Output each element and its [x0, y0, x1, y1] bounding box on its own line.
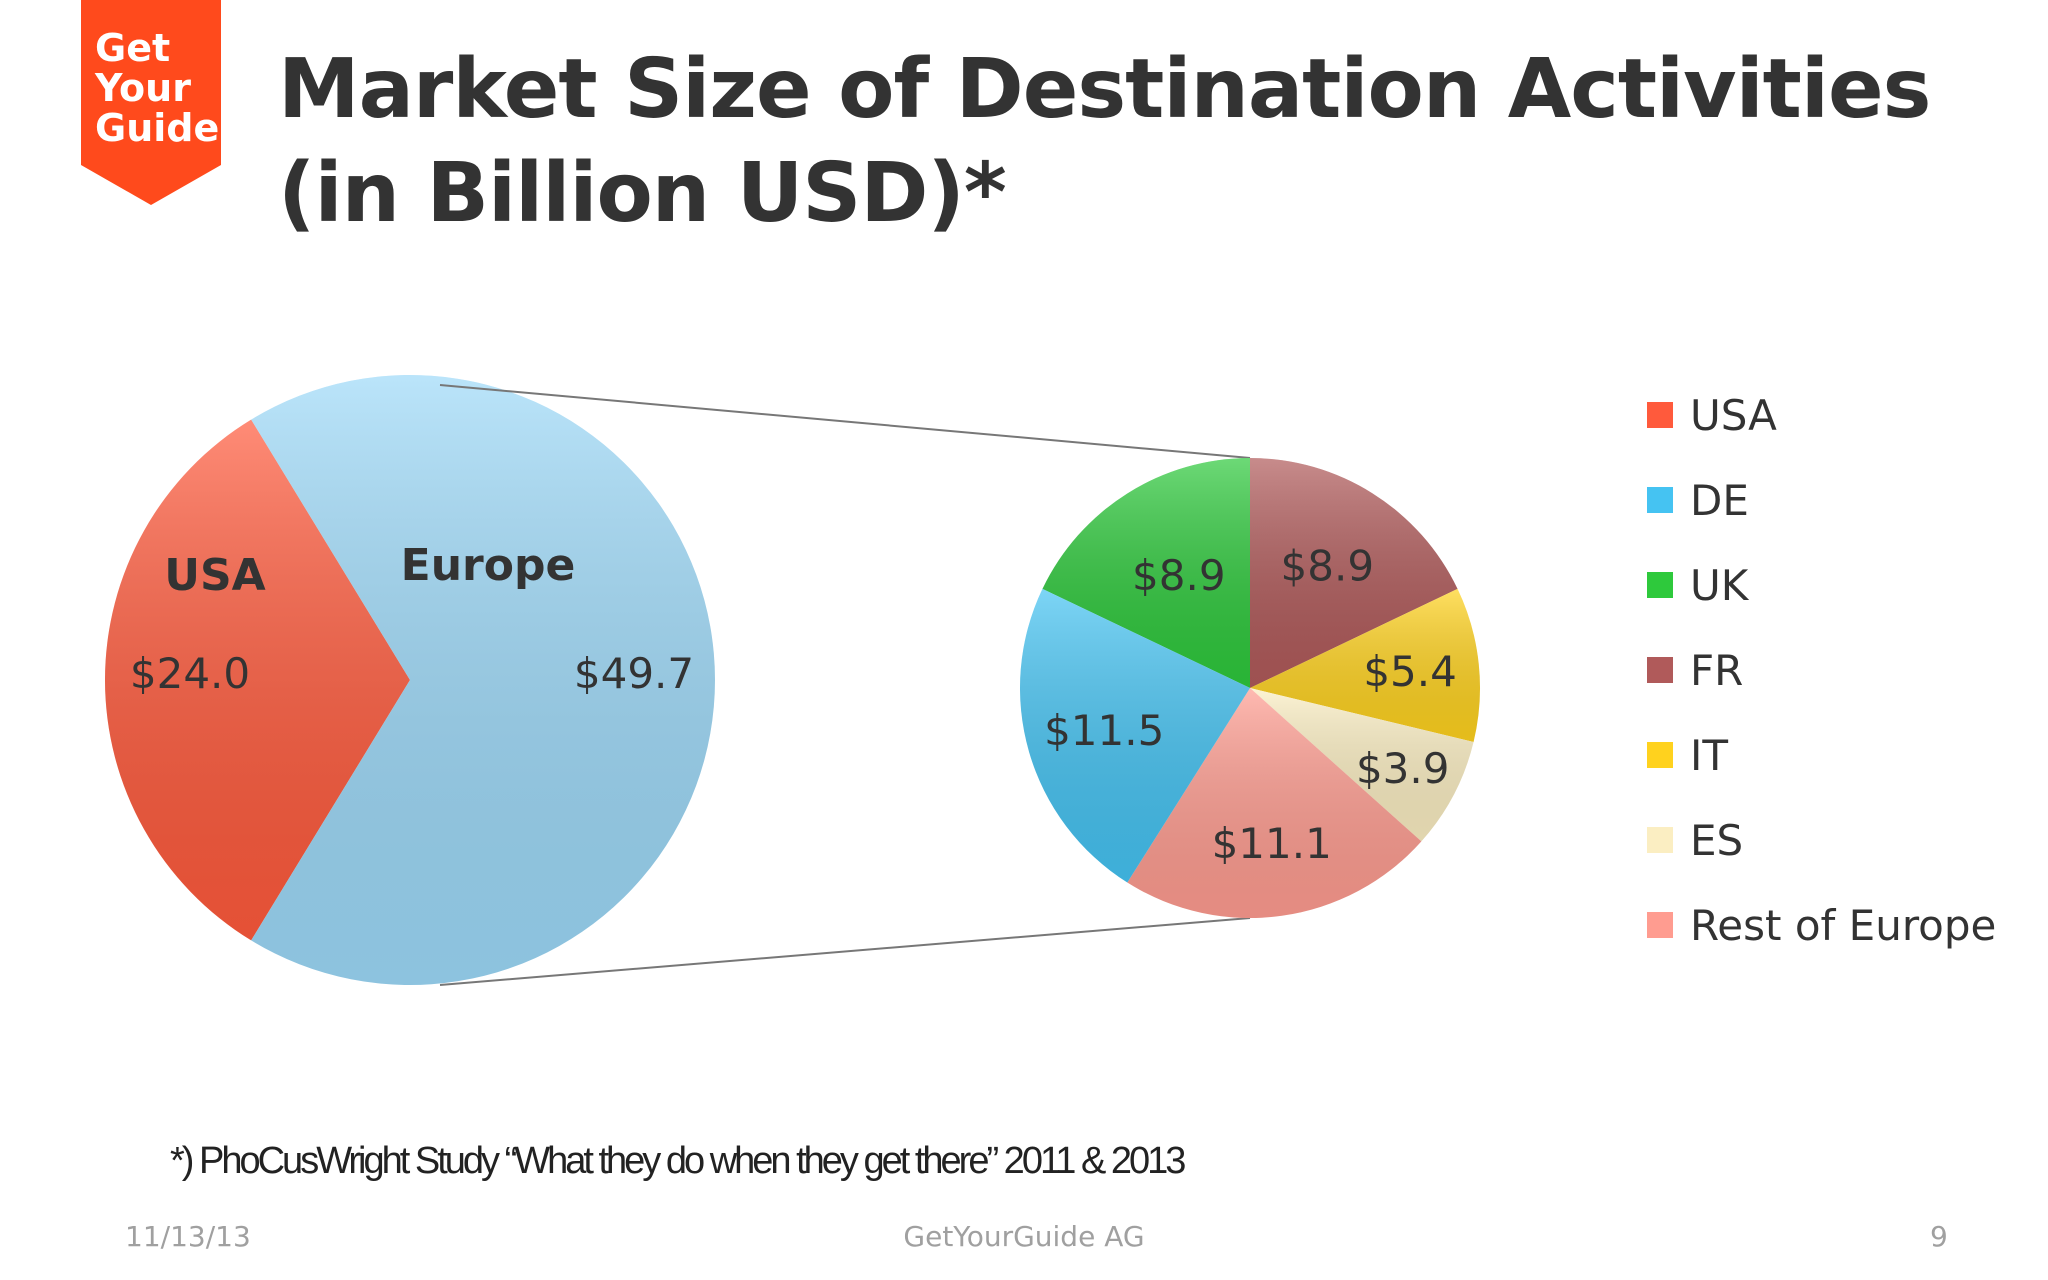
- secondary-pie: $8.9 $8.9 $5.4 $3.9 $11.1 $11.5: [1019, 457, 1481, 918]
- primary-pie: USA $24.0 Europe $49.7: [104, 375, 715, 985]
- connector-line-top: [439, 384, 1251, 459]
- legend-label-rest-of-europe: Rest of Europe: [1690, 901, 1996, 950]
- legend-label-uk: UK: [1690, 561, 1750, 610]
- secondary-slice-shade-de: [1019, 588, 1250, 883]
- secondary-slice-shade-it: [1250, 588, 1481, 743]
- primary-value-usa: $24.0: [130, 649, 250, 698]
- secondary-value-de: $11.5: [1044, 706, 1164, 755]
- primary-slice-shade-europe: [251, 375, 715, 985]
- legend-swatch-uk: [1647, 572, 1673, 598]
- secondary-slice-shade-es: [1250, 688, 1474, 842]
- secondary-slice-shade-uk: [1042, 457, 1250, 688]
- legend-swatch-usa: [1647, 402, 1673, 428]
- footer-company: GetYourGuide AG: [903, 1220, 1145, 1253]
- secondary-value-uk: $8.9: [1132, 551, 1226, 600]
- primary-slice-shade-usa: [104, 419, 410, 941]
- logo-line-get: Get: [95, 26, 171, 70]
- legend-swatch-fr: [1647, 657, 1673, 683]
- connector-lines: [439, 384, 1251, 986]
- primary-value-europe: $49.7: [574, 649, 694, 698]
- legend-swatch-de: [1647, 487, 1673, 513]
- logo-badge-shape: [81, 0, 221, 205]
- footnote: *) PhoCusWright Study “What they do when…: [170, 1140, 1186, 1182]
- logo-text: Get Your Guide: [95, 26, 220, 150]
- legend-label-usa: USA: [1690, 391, 1777, 440]
- secondary-value-es: $3.9: [1356, 744, 1450, 793]
- secondary-slice-shade-rest-of-europe: [1127, 688, 1422, 918]
- connector-line-bottom: [439, 917, 1251, 986]
- legend-swatch-it: [1647, 742, 1673, 768]
- logo-line-your: Your: [95, 66, 191, 110]
- secondary-slice-shade-fr: [1250, 458, 1458, 688]
- legend: USA DE UK FR IT ES Rest of Europe: [1647, 391, 1996, 950]
- primary-label-europe: Europe: [401, 540, 576, 591]
- secondary-value-it: $5.4: [1363, 647, 1457, 696]
- legend-swatch-es: [1647, 827, 1673, 853]
- logo-line-guide: Guide: [95, 106, 220, 150]
- legend-label-es: ES: [1690, 816, 1743, 865]
- legend-label-fr: FR: [1690, 646, 1743, 695]
- primary-label-usa: USA: [164, 550, 265, 601]
- secondary-value-rest-of-europe: $11.1: [1212, 819, 1332, 868]
- getyourguide-logo: Get Your Guide: [81, 0, 221, 205]
- page-title: Market Size of Destination Activities (i…: [278, 42, 1931, 241]
- legend-swatch-rest-of-europe: [1647, 912, 1673, 938]
- legend-label-de: DE: [1690, 476, 1749, 525]
- legend-label-it: IT: [1690, 731, 1728, 780]
- secondary-value-fr: $8.9: [1281, 541, 1375, 590]
- footer-date: 11/13/13: [125, 1220, 251, 1253]
- footer-page-number: 9: [1930, 1220, 1948, 1253]
